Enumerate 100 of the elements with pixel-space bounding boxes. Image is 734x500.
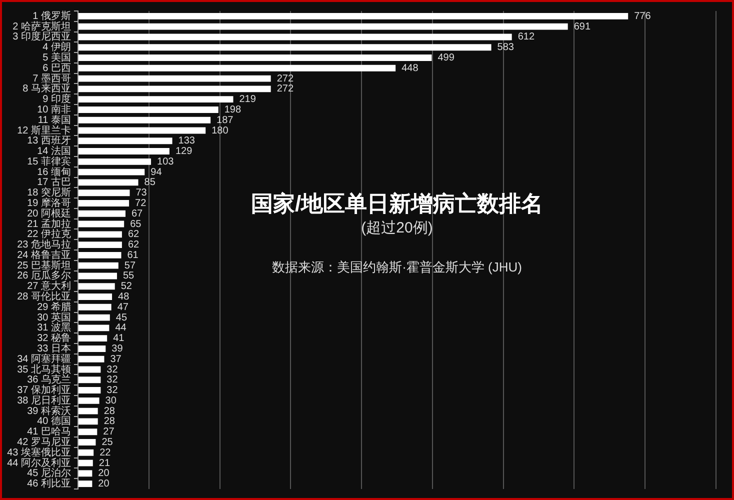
bar — [78, 387, 101, 394]
bar — [78, 324, 110, 332]
y-tick-label: 6 巴西 — [42, 62, 71, 74]
data-label: 133 — [178, 136, 196, 147]
bar — [78, 12, 628, 20]
bar — [78, 127, 206, 134]
y-tick-label: 25 巴基斯坦 — [17, 259, 71, 272]
y-tick-label: 31 波黑 — [37, 322, 71, 334]
bar — [78, 200, 130, 206]
data-label: 94 — [150, 166, 162, 178]
y-tick-label: 2 哈萨克斯坦 — [12, 20, 71, 32]
y-tick-label: 21 孟加拉 — [27, 218, 71, 230]
bar — [78, 397, 100, 404]
y-tick-label: 3 印度尼西亚 — [12, 30, 71, 43]
data-label: 129 — [175, 146, 193, 158]
bar — [78, 23, 568, 30]
data-label: 219 — [239, 94, 256, 106]
data-label: 45 — [116, 312, 128, 324]
y-tick-label: 33 日本 — [37, 342, 71, 354]
y-tick-label: 40 德国 — [37, 416, 71, 428]
bar — [78, 408, 98, 414]
data-label: 448 — [402, 62, 419, 74]
bar — [78, 428, 98, 436]
bar — [78, 314, 110, 321]
y-tick-label: 16 缅甸 — [37, 166, 71, 178]
y-tick-label: 10 南非 — [37, 103, 71, 116]
bar — [78, 335, 108, 342]
y-tick-label: 11 泰国 — [38, 114, 71, 126]
bar — [78, 460, 93, 466]
y-tick-label: 38 尼日利亚 — [17, 394, 71, 406]
data-label: 272 — [276, 84, 294, 95]
data-label: 32 — [106, 385, 118, 396]
bar — [78, 231, 122, 238]
y-tick-label: 1 俄罗斯 — [32, 10, 71, 22]
data-label: 61 — [127, 250, 139, 261]
y-tick-label: 24 格鲁吉亚 — [17, 248, 71, 261]
data-label: 47 — [117, 302, 129, 313]
data-label: 55 — [122, 270, 135, 282]
bar — [78, 366, 101, 373]
bar — [78, 168, 145, 176]
bar — [78, 54, 432, 61]
bar — [78, 304, 112, 310]
bar — [78, 86, 271, 92]
data-label: 583 — [497, 42, 514, 54]
bar — [78, 190, 130, 196]
bar — [78, 356, 104, 362]
y-tick-label: 39 科索沃 — [27, 404, 71, 417]
bar — [78, 439, 96, 446]
y-tick-label: 9 印度 — [42, 93, 71, 106]
data-label: 272 — [276, 73, 294, 84]
bar — [78, 64, 396, 72]
data-label: 39 — [112, 343, 124, 354]
data-label: 20 — [98, 478, 110, 490]
y-tick-label: 15 菲律宾 — [27, 155, 71, 168]
bar — [78, 34, 512, 40]
bar — [78, 242, 122, 248]
bar — [78, 272, 117, 280]
y-tick-label: 28 哥伦比亚 — [17, 290, 71, 303]
y-tick-label: 35 北马其顿 — [17, 363, 71, 376]
bar — [78, 106, 218, 113]
y-tick-label: 29 希腊 — [37, 300, 71, 313]
data-label: 62 — [128, 240, 140, 251]
data-label: 499 — [438, 52, 455, 64]
bar — [78, 210, 126, 217]
text: (超过20例) — [361, 220, 433, 237]
y-tick-label: 4 伊朗 — [42, 41, 71, 54]
bar — [78, 75, 271, 82]
y-tick-label: 19 摩洛哥 — [27, 196, 71, 209]
y-tick-label: 30 英国 — [37, 311, 71, 324]
data-label: 28 — [104, 406, 116, 417]
data-label: 612 — [518, 32, 535, 43]
y-tick-label: 34 阿塞拜疆 — [17, 352, 71, 365]
y-tick-label: 23 危地马拉 — [17, 238, 71, 251]
y-tick-label: 36 乌克兰 — [27, 374, 71, 386]
data-label: 21 — [98, 458, 110, 469]
bar — [78, 283, 115, 290]
bar — [78, 158, 152, 165]
data-label: 32 — [106, 364, 118, 376]
data-label: 44 — [115, 322, 127, 334]
bar — [78, 449, 94, 456]
bar — [78, 294, 112, 300]
y-tick-label: 26 厄瓜多尔 — [17, 270, 71, 282]
bar — [78, 418, 98, 425]
data-label: 67 — [131, 208, 144, 220]
bar — [78, 480, 92, 488]
y-tick-label: 18 突尼斯 — [27, 186, 71, 199]
data-label: 22 — [100, 447, 112, 458]
data-label: 72 — [135, 198, 147, 209]
data-label: 37 — [110, 354, 122, 365]
data-label: 28 — [104, 416, 116, 428]
y-tick-label: 8 马来西亚 — [22, 82, 71, 95]
y-tick-label: 45 尼泊尔 — [27, 467, 71, 480]
y-tick-label: 42 罗马尼亚 — [17, 436, 71, 448]
bar — [78, 470, 92, 477]
y-tick-label: 20 阿根廷 — [27, 207, 71, 220]
y-tick-label: 22 伊拉克 — [27, 228, 71, 240]
bar — [78, 252, 122, 258]
bar — [78, 44, 492, 51]
annotation: 数据来源：美国约翰斯·霍普金斯大学 (JHU) — [272, 260, 522, 275]
y-tick-label: 5 美国 — [42, 52, 71, 64]
